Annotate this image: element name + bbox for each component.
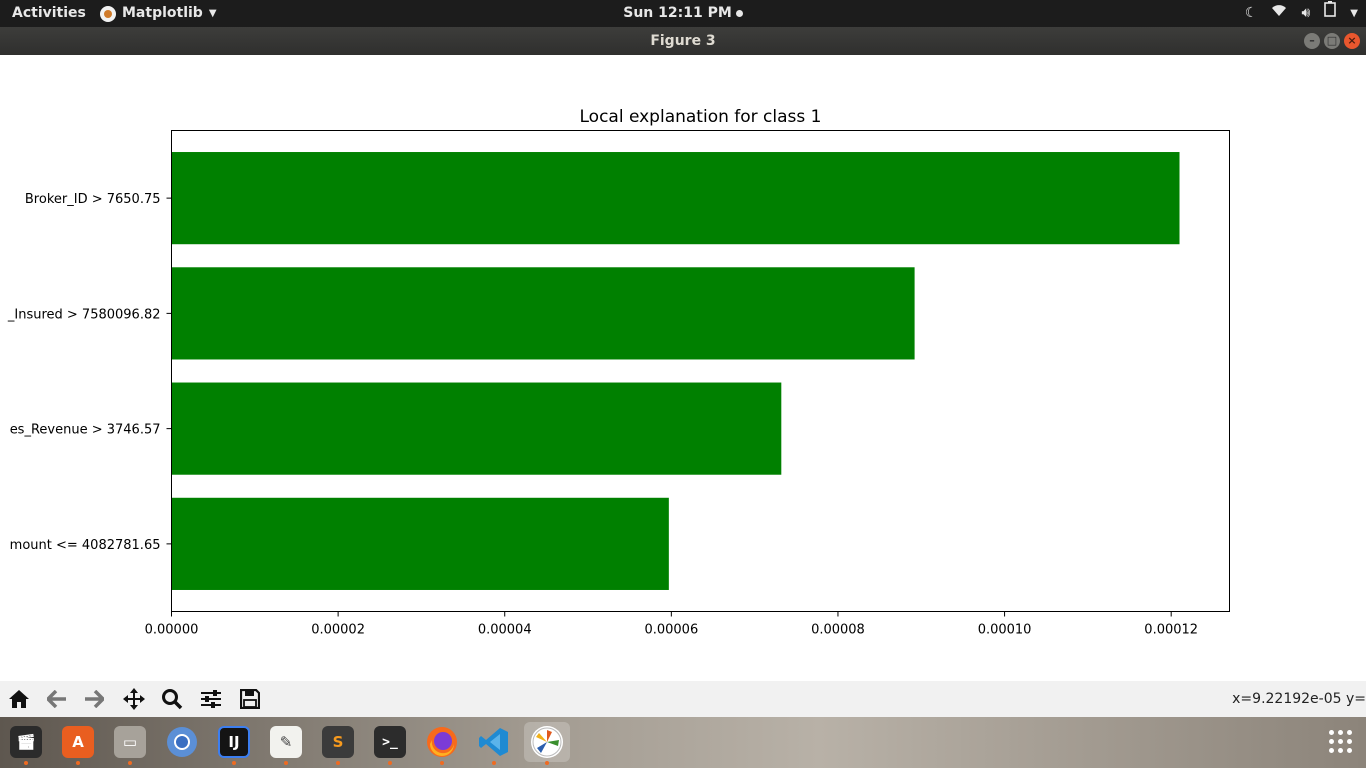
- bar[interactable]: [171, 152, 1180, 245]
- terminal-launcher[interactable]: >_: [370, 722, 410, 765]
- terminal-icon: >_: [374, 726, 406, 758]
- clock-label[interactable]: Sun 12:11 PM: [623, 5, 732, 21]
- software-center-icon: A: [62, 726, 94, 758]
- app-menu[interactable]: Matplotlib ▼: [100, 0, 217, 27]
- x-tick-label: 0.00008: [811, 623, 865, 638]
- home-icon[interactable]: [5, 685, 33, 713]
- y-tick-label: mount <= 4082781.65: [10, 538, 161, 553]
- x-tick-label: 0.00004: [478, 623, 532, 638]
- battery-icon: [1324, 0, 1337, 27]
- vscode-launcher[interactable]: [474, 722, 514, 765]
- chart-title: Local explanation for class 1: [580, 107, 822, 127]
- y-tick-label: Broker_ID > 7650.75: [25, 192, 161, 207]
- app-menu-label: Matplotlib: [122, 5, 203, 21]
- dock: 🎬︎ A ▭ IJ ✎ S >_: [0, 717, 1366, 768]
- x-tick-label: 0.00000: [145, 623, 199, 638]
- file-manager-launcher[interactable]: ▭: [110, 722, 150, 765]
- matplotlib-app-icon: [100, 5, 116, 22]
- chromium-icon: [166, 726, 198, 758]
- bar[interactable]: [171, 267, 915, 360]
- save-icon[interactable]: [236, 685, 264, 713]
- bar[interactable]: [171, 497, 669, 590]
- window-title: Figure 3: [650, 33, 716, 49]
- sublime-text-launcher[interactable]: S: [318, 722, 358, 765]
- y-tick-label: es_Revenue > 3746.57: [10, 423, 161, 438]
- zoom-icon[interactable]: [158, 685, 186, 713]
- bar[interactable]: [171, 382, 782, 475]
- pan-icon[interactable]: [120, 685, 148, 713]
- text-editor-launcher[interactable]: ✎: [266, 722, 306, 765]
- x-tick-label: 0.00010: [978, 623, 1032, 638]
- sublime-text-icon: S: [322, 726, 354, 758]
- configure-subplots-icon[interactable]: [197, 685, 225, 713]
- clock: Sun 12:11 PM: [0, 0, 1366, 27]
- vscode-icon: [478, 726, 510, 758]
- axes-frame: [171, 130, 1230, 612]
- firefox-launcher[interactable]: [422, 722, 462, 765]
- clapperboard-icon: 🎬︎: [10, 726, 42, 758]
- x-tick-label: 0.00012: [1144, 623, 1198, 638]
- x-tick-label: 0.00006: [644, 623, 698, 638]
- video-editor-launcher[interactable]: 🎬︎: [6, 722, 46, 765]
- navigation-toolbar: x=9.22192e-05 y=: [0, 681, 1366, 717]
- intellij-launcher[interactable]: IJ: [214, 722, 254, 765]
- matplotlib-launcher[interactable]: [524, 722, 570, 765]
- cursor-coordinates: x=9.22192e-05 y=: [1232, 691, 1366, 707]
- software-center-launcher[interactable]: A: [58, 722, 98, 765]
- chevron-down-icon: ▼: [208, 8, 217, 19]
- text-editor-icon: ✎: [270, 726, 302, 758]
- firefox-icon: [426, 726, 458, 758]
- notification-dot-icon: [735, 9, 743, 17]
- back-icon[interactable]: [43, 685, 71, 713]
- top-bar: Activities Matplotlib ▼ Sun 12:11 PM ☾ 🔊…: [0, 0, 1366, 27]
- minimize-button[interactable]: –: [1304, 33, 1320, 49]
- bar-chart[interactable]: Local explanation for class 1 Broker_ID >…: [0, 55, 1366, 681]
- close-button[interactable]: ×: [1344, 33, 1360, 49]
- window-title-bar[interactable]: Figure 3 – □ ×: [0, 27, 1366, 55]
- volume-icon: 🔊︎: [1301, 5, 1311, 21]
- system-tray[interactable]: ☾ 🔊︎ ▼: [1245, 0, 1358, 27]
- intellij-icon: IJ: [218, 726, 250, 758]
- figure-canvas[interactable]: Local explanation for class 1 Broker_ID >…: [0, 55, 1366, 681]
- file-drawer-icon: ▭: [114, 726, 146, 758]
- chromium-launcher[interactable]: [162, 722, 202, 762]
- forward-icon[interactable]: [80, 685, 108, 713]
- y-tick-label: _Insured > 7580096.82: [7, 307, 161, 322]
- system-menu-chevron-icon: ▼: [1350, 8, 1358, 19]
- maximize-button[interactable]: □: [1324, 33, 1340, 49]
- wifi-icon: [1271, 0, 1287, 27]
- night-light-icon: ☾: [1244, 5, 1258, 21]
- show-applications-button[interactable]: [1329, 730, 1352, 753]
- matplotlib-icon: [531, 726, 563, 758]
- activities-button[interactable]: Activities: [12, 5, 86, 21]
- x-tick-label: 0.00002: [311, 623, 365, 638]
